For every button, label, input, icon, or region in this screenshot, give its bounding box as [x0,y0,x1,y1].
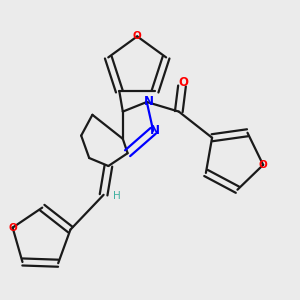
Text: N: N [143,95,153,109]
Text: O: O [8,223,17,232]
Text: N: N [150,124,160,137]
Text: H: H [112,191,120,201]
Text: O: O [259,160,268,170]
Text: O: O [133,32,142,41]
Text: O: O [178,76,189,89]
